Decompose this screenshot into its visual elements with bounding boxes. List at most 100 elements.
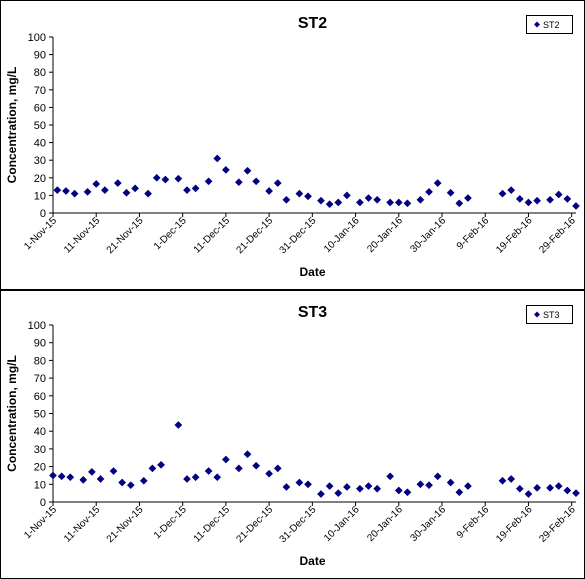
data-point <box>87 467 96 476</box>
data-point <box>546 195 555 204</box>
data-point <box>53 186 62 195</box>
data-point <box>416 480 425 489</box>
data-point <box>273 464 282 473</box>
data-point <box>79 475 88 484</box>
data-point <box>317 196 325 205</box>
data-point <box>126 481 135 490</box>
y-tick-label: 90 <box>34 50 46 62</box>
data-point <box>373 195 382 204</box>
chart-panel-st2: ST2 0 10 20 30 40 50 60 70 80 90 100 1-Nov-15 11-Nov-… <box>0 0 585 290</box>
data-point <box>109 467 118 475</box>
data-point <box>57 472 66 481</box>
y-tick-label: 70 <box>34 85 46 97</box>
chart-title: ST2 <box>298 15 327 32</box>
data-point <box>455 199 464 208</box>
legend-marker <box>534 21 540 28</box>
data-point <box>161 175 170 184</box>
data-point <box>118 478 127 487</box>
data-point <box>403 488 412 497</box>
data-point <box>507 475 516 483</box>
data-point <box>572 202 580 210</box>
data-point <box>355 198 364 207</box>
x-axis-label: Date <box>299 554 325 568</box>
data-point <box>304 192 312 201</box>
data-point <box>334 198 343 207</box>
data-point <box>152 173 161 182</box>
data-point <box>113 179 122 188</box>
data-point <box>83 187 92 196</box>
legend-label: ST2 <box>543 20 560 30</box>
y-tick-label: 50 <box>34 120 46 132</box>
y-axis-label: Concentration, mg/L <box>5 355 19 472</box>
data-point <box>148 464 157 473</box>
y-tick-label: 60 <box>34 102 46 114</box>
data-point <box>355 484 364 493</box>
legend-box <box>526 15 573 34</box>
data-point <box>221 455 230 464</box>
data-point <box>252 177 261 186</box>
data-point <box>498 189 507 198</box>
data-point <box>295 189 304 198</box>
data-point <box>446 478 455 487</box>
data-point <box>364 482 373 491</box>
data-point <box>243 450 252 459</box>
data-point <box>100 186 109 195</box>
data-point <box>62 187 70 195</box>
data-point <box>131 184 140 193</box>
data-point <box>234 178 243 187</box>
data-point <box>524 198 533 207</box>
chart-title: ST3 <box>298 304 327 321</box>
data-point <box>183 186 191 195</box>
data-point <box>265 469 274 478</box>
y-tick-label: 80 <box>34 355 46 367</box>
data-point <box>144 189 153 198</box>
data-point <box>463 482 472 491</box>
data-point <box>463 194 472 202</box>
data-point <box>282 195 291 204</box>
y-tick-label: 20 <box>34 462 46 474</box>
legend-box <box>526 305 573 324</box>
chart-frame <box>0 290 585 579</box>
data-point <box>221 165 230 174</box>
data-point <box>92 180 101 188</box>
data-point <box>252 461 261 470</box>
legend-label: ST3 <box>543 310 560 320</box>
data-point <box>174 421 183 429</box>
y-tick-label: 0 <box>40 208 46 220</box>
data-point <box>204 177 213 186</box>
y-tick-label: 100 <box>28 32 46 44</box>
y-tick-label: 80 <box>34 67 46 79</box>
data-point <box>282 483 291 491</box>
data-point <box>49 471 57 480</box>
data-point <box>554 190 563 199</box>
data-point <box>425 481 433 490</box>
data-point <box>174 174 183 183</box>
data-point <box>157 460 166 469</box>
data-point <box>317 490 325 498</box>
data-point <box>498 476 507 485</box>
data-point <box>572 489 580 498</box>
data-point <box>295 478 304 487</box>
y-tick-label: 20 <box>34 173 46 185</box>
y-tick-label: 40 <box>34 426 46 438</box>
data-point <box>533 196 542 205</box>
data-point <box>304 480 312 489</box>
y-tick-label: 40 <box>34 138 46 150</box>
data-point <box>394 198 403 207</box>
data-point <box>139 476 148 485</box>
data-point <box>554 482 563 491</box>
data-point <box>394 486 403 495</box>
chart-frame <box>0 0 585 290</box>
data-point <box>66 473 75 482</box>
data-point <box>563 194 572 203</box>
data-point <box>334 489 343 498</box>
y-tick-label: 0 <box>40 497 46 509</box>
data-point <box>433 472 442 481</box>
data-point <box>265 187 274 195</box>
y-tick-label: 10 <box>34 190 46 202</box>
y-axis-label: Concentration, mg/L <box>5 67 19 184</box>
data-point <box>204 467 213 475</box>
